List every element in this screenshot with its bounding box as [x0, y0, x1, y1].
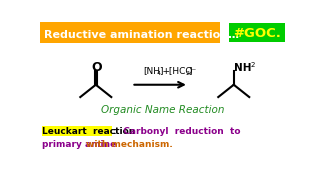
Text: ]⁻: ]⁻: [188, 66, 196, 75]
Text: Reductive amination reaction…: Reductive amination reaction…: [44, 30, 239, 40]
Text: :: :: [113, 127, 116, 136]
Text: Organic Name Reaction: Organic Name Reaction: [101, 105, 224, 115]
Text: 4: 4: [157, 71, 161, 76]
Text: Carbonyl  reduction  to: Carbonyl reduction to: [117, 127, 240, 136]
Text: [HCO: [HCO: [166, 66, 193, 75]
Text: ]+: ]+: [159, 66, 170, 75]
Text: with mechanism.: with mechanism.: [86, 140, 173, 149]
Text: 2: 2: [186, 71, 190, 76]
Bar: [40, 22, 220, 43]
Text: 2: 2: [251, 62, 255, 68]
Text: Leuckart  reaction: Leuckart reaction: [42, 127, 136, 136]
Text: [NH: [NH: [143, 66, 160, 75]
Text: NH: NH: [234, 63, 252, 73]
Text: #GOC.: #GOC.: [233, 27, 281, 40]
Text: O: O: [91, 61, 101, 74]
Text: primary amine: primary amine: [42, 140, 119, 149]
Bar: [229, 23, 285, 42]
Bar: [42, 125, 112, 136]
